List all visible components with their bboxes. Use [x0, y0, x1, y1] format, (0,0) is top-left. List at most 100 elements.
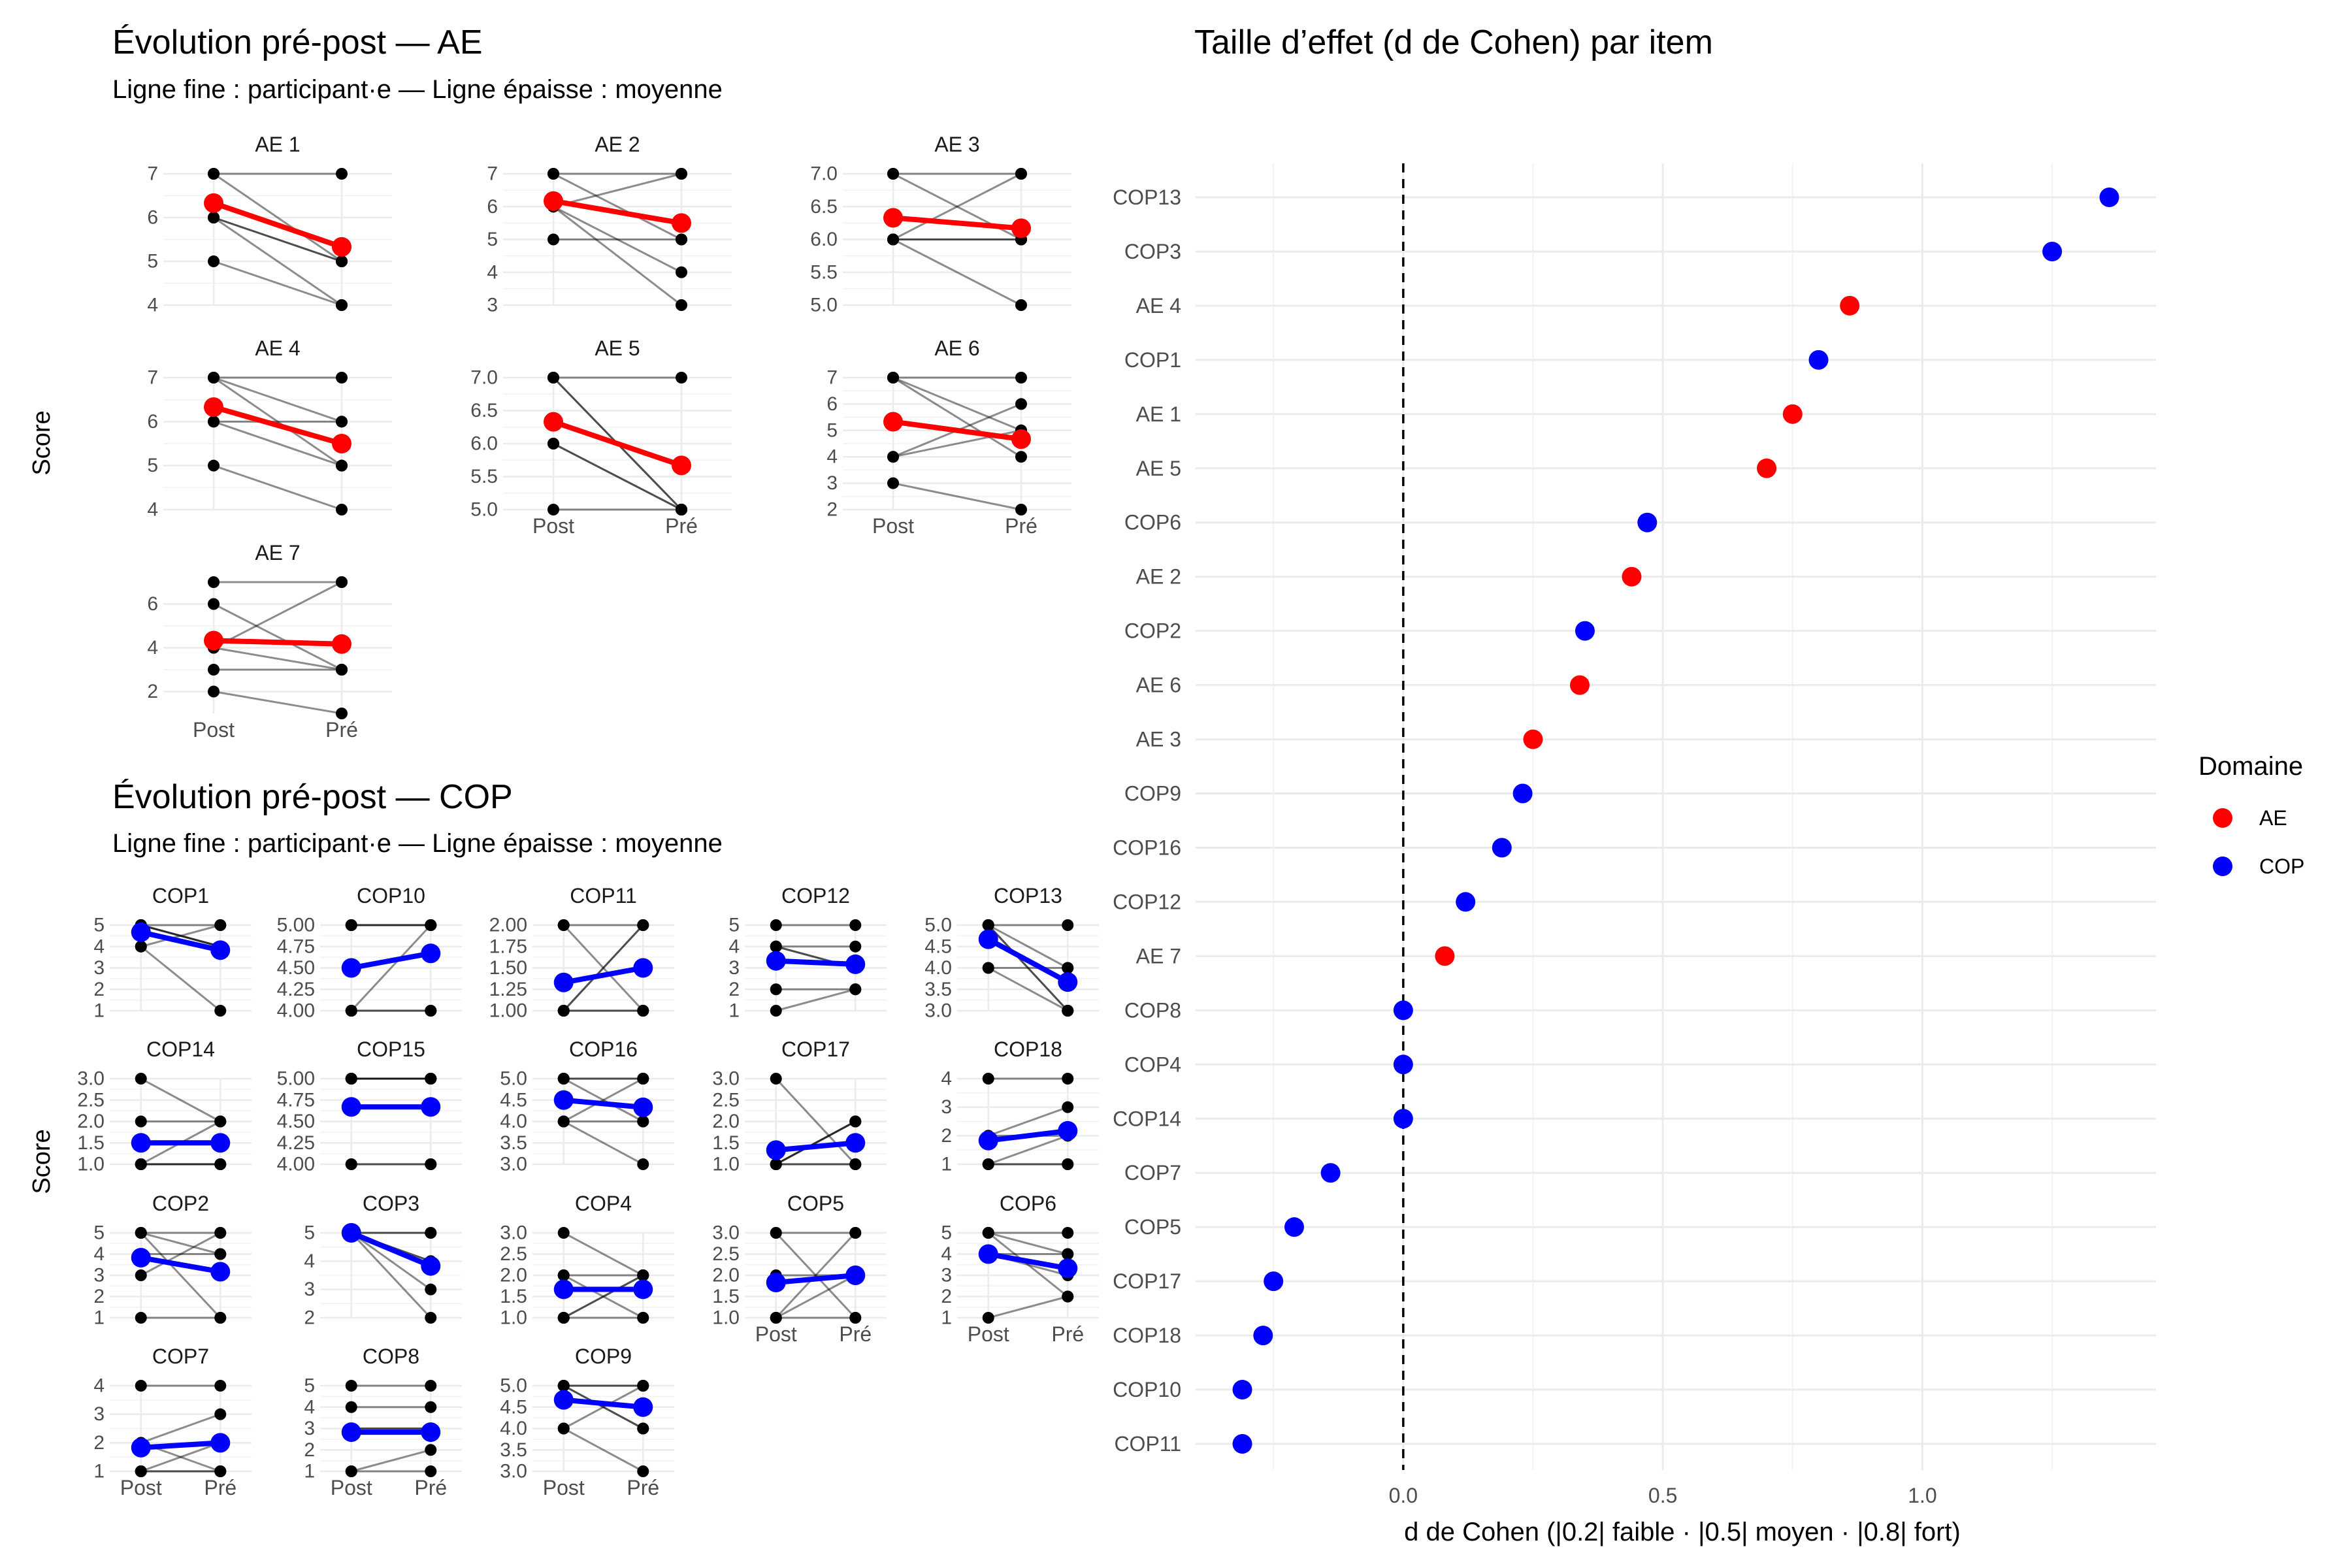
y-tick-label: 6 [826, 393, 838, 415]
participant-point [336, 416, 348, 428]
participant-point [214, 1312, 227, 1324]
participant-point [208, 664, 220, 676]
y-tick-label: 4 [941, 1068, 952, 1090]
effect-point-cop14 [1393, 1109, 1413, 1129]
participant-point [557, 1312, 570, 1324]
facet-title: COP2 [152, 1192, 209, 1215]
effect-point-cop5 [1284, 1217, 1304, 1237]
participant-point [214, 1227, 227, 1239]
participant-line [213, 603, 342, 671]
y-tick-label: 5.5 [810, 261, 838, 283]
item-label: AE 4 [1136, 294, 1181, 318]
participant-point [214, 1248, 227, 1260]
mean-point [1011, 218, 1031, 238]
facet-title: COP8 [363, 1345, 419, 1368]
facet-title: COP18 [994, 1037, 1062, 1061]
facet-title: COP6 [1000, 1192, 1056, 1215]
facet-title: AE 7 [255, 541, 300, 564]
mean-point [204, 193, 223, 213]
participant-point [208, 685, 220, 698]
y-tick-label: 4.0 [924, 957, 952, 979]
mean-line [776, 1273, 856, 1286]
facet-cop17: 1.01.52.02.53.0 COP17 [712, 1037, 887, 1175]
participant-point [676, 504, 687, 515]
participant-line [563, 924, 644, 1012]
x-tick-label: Post [872, 514, 914, 538]
y-tick-label: 2 [941, 1286, 952, 1307]
facet-title: AE 4 [255, 336, 300, 360]
participant-line [213, 216, 342, 306]
cop-panel-title: Évolution pré-post — COP [112, 778, 513, 816]
mean-line [563, 1397, 644, 1410]
y-tick-label: 7 [147, 367, 158, 389]
participant-line [140, 1232, 221, 1319]
y-tick-label: 2 [826, 499, 838, 521]
item-label: AE 2 [1136, 565, 1181, 589]
participant-point [557, 1227, 570, 1239]
y-tick-label: 4.5 [924, 936, 952, 957]
x-tick-label: Pré [1005, 514, 1037, 538]
y-tick-label: 2 [728, 979, 740, 1000]
mean-point [131, 922, 151, 942]
participant-point [345, 1401, 357, 1413]
mean-line [140, 929, 221, 953]
y-tick-label: 4 [728, 936, 740, 957]
participant-point [637, 1158, 649, 1170]
item-label: AE 3 [1136, 728, 1181, 751]
participant-point [637, 1422, 649, 1435]
participant-point [557, 1073, 570, 1085]
effect-point-ae-3 [1523, 729, 1543, 749]
participant-point [1015, 372, 1027, 384]
x-tick-label: 1.0 [1908, 1484, 1936, 1507]
item-label: COP16 [1113, 836, 1181, 859]
facet-title: COP10 [357, 884, 425, 907]
effect-point-ae-7 [1435, 946, 1455, 966]
x-tick-label: Post [755, 1322, 797, 1346]
facet-cop18: 1 2 3 4 COP18 [941, 1037, 1099, 1175]
y-tick-label: 3 [941, 1096, 952, 1118]
item-label: COP5 [1124, 1215, 1181, 1239]
participant-point [770, 940, 782, 953]
legend-key-cop [2213, 857, 2232, 876]
cop-panel-subtitle: Ligne fine : participant·e — Ligne épais… [112, 829, 723, 858]
mean-point [766, 1273, 786, 1293]
participant-point [1062, 1005, 1074, 1017]
y-tick-label: 4 [147, 295, 158, 316]
mean-point [421, 1256, 441, 1276]
participant-line [553, 172, 682, 208]
facet-title: COP7 [152, 1345, 209, 1368]
participant-line [553, 205, 682, 274]
participant-line [213, 376, 342, 466]
y-tick-label: 1.25 [489, 979, 527, 1000]
effect-point-ae-1 [1782, 404, 1803, 424]
y-tick-label: 3.0 [924, 1000, 952, 1022]
y-tick-label: 4 [487, 261, 498, 283]
item-label: COP17 [1113, 1269, 1181, 1293]
y-tick-label: 3 [93, 957, 105, 979]
participant-point [425, 1401, 437, 1413]
y-tick-label: 4.75 [277, 936, 315, 957]
participant-point [770, 1158, 782, 1170]
y-tick-label: 4 [941, 1243, 952, 1265]
participant-line [213, 216, 342, 263]
y-tick-label: 3.5 [500, 1439, 527, 1461]
participant-point [208, 168, 220, 180]
y-tick-label: 5.0 [810, 295, 838, 316]
mean-point [204, 397, 223, 417]
participant-point [849, 919, 862, 931]
item-label: COP12 [1113, 890, 1181, 913]
legend-label: COP [2259, 855, 2304, 878]
participant-line [988, 1106, 1068, 1137]
y-tick-label: 5 [941, 1222, 952, 1244]
participant-point [425, 1158, 437, 1170]
participant-point [637, 1269, 649, 1281]
mean-point [672, 213, 691, 233]
participant-point [982, 962, 994, 974]
mean-point [553, 1090, 574, 1110]
mean-line [776, 1140, 856, 1153]
y-tick-label: 4 [147, 499, 158, 521]
participant-line [987, 924, 1069, 1012]
